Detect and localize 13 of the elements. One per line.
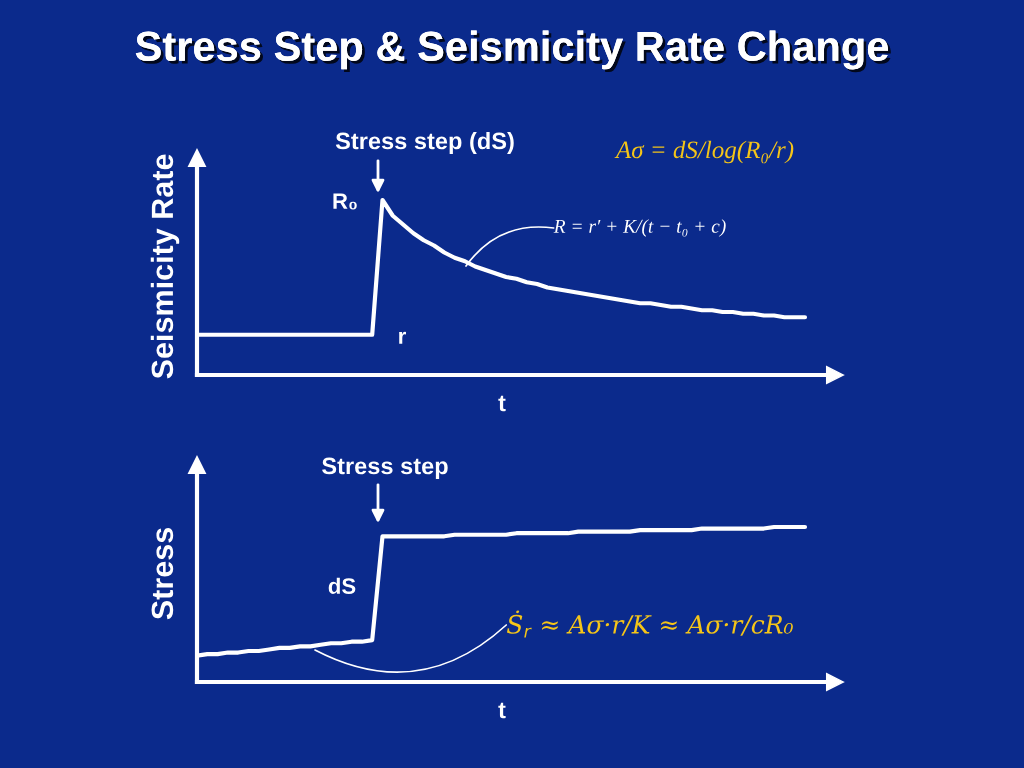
chart-title: Stress Step & Seismicity Rate Change [135, 30, 891, 73]
annotation: dS [328, 577, 356, 594]
annotation: R = r′ + K/(t − t₀ + c) [553, 219, 726, 237]
text: Stress step [322, 457, 448, 479]
y-axis-title: Stress [151, 528, 174, 620]
y-axis-title: Seismicity Rate [150, 154, 180, 379]
text: Aσ = dS/log(R₀/r) [614, 140, 794, 164]
x-axis-title: t [498, 395, 506, 412]
annotation: Ṡ$_{r}$ ≈ Aσ·r/K ≈ Aσ·r/cR₀ [506, 610, 793, 638]
x-axis-title: t [498, 702, 506, 719]
text: Stress step (dS) [335, 132, 514, 154]
annotation: R₀ [333, 193, 357, 210]
annotation: r [399, 331, 406, 344]
